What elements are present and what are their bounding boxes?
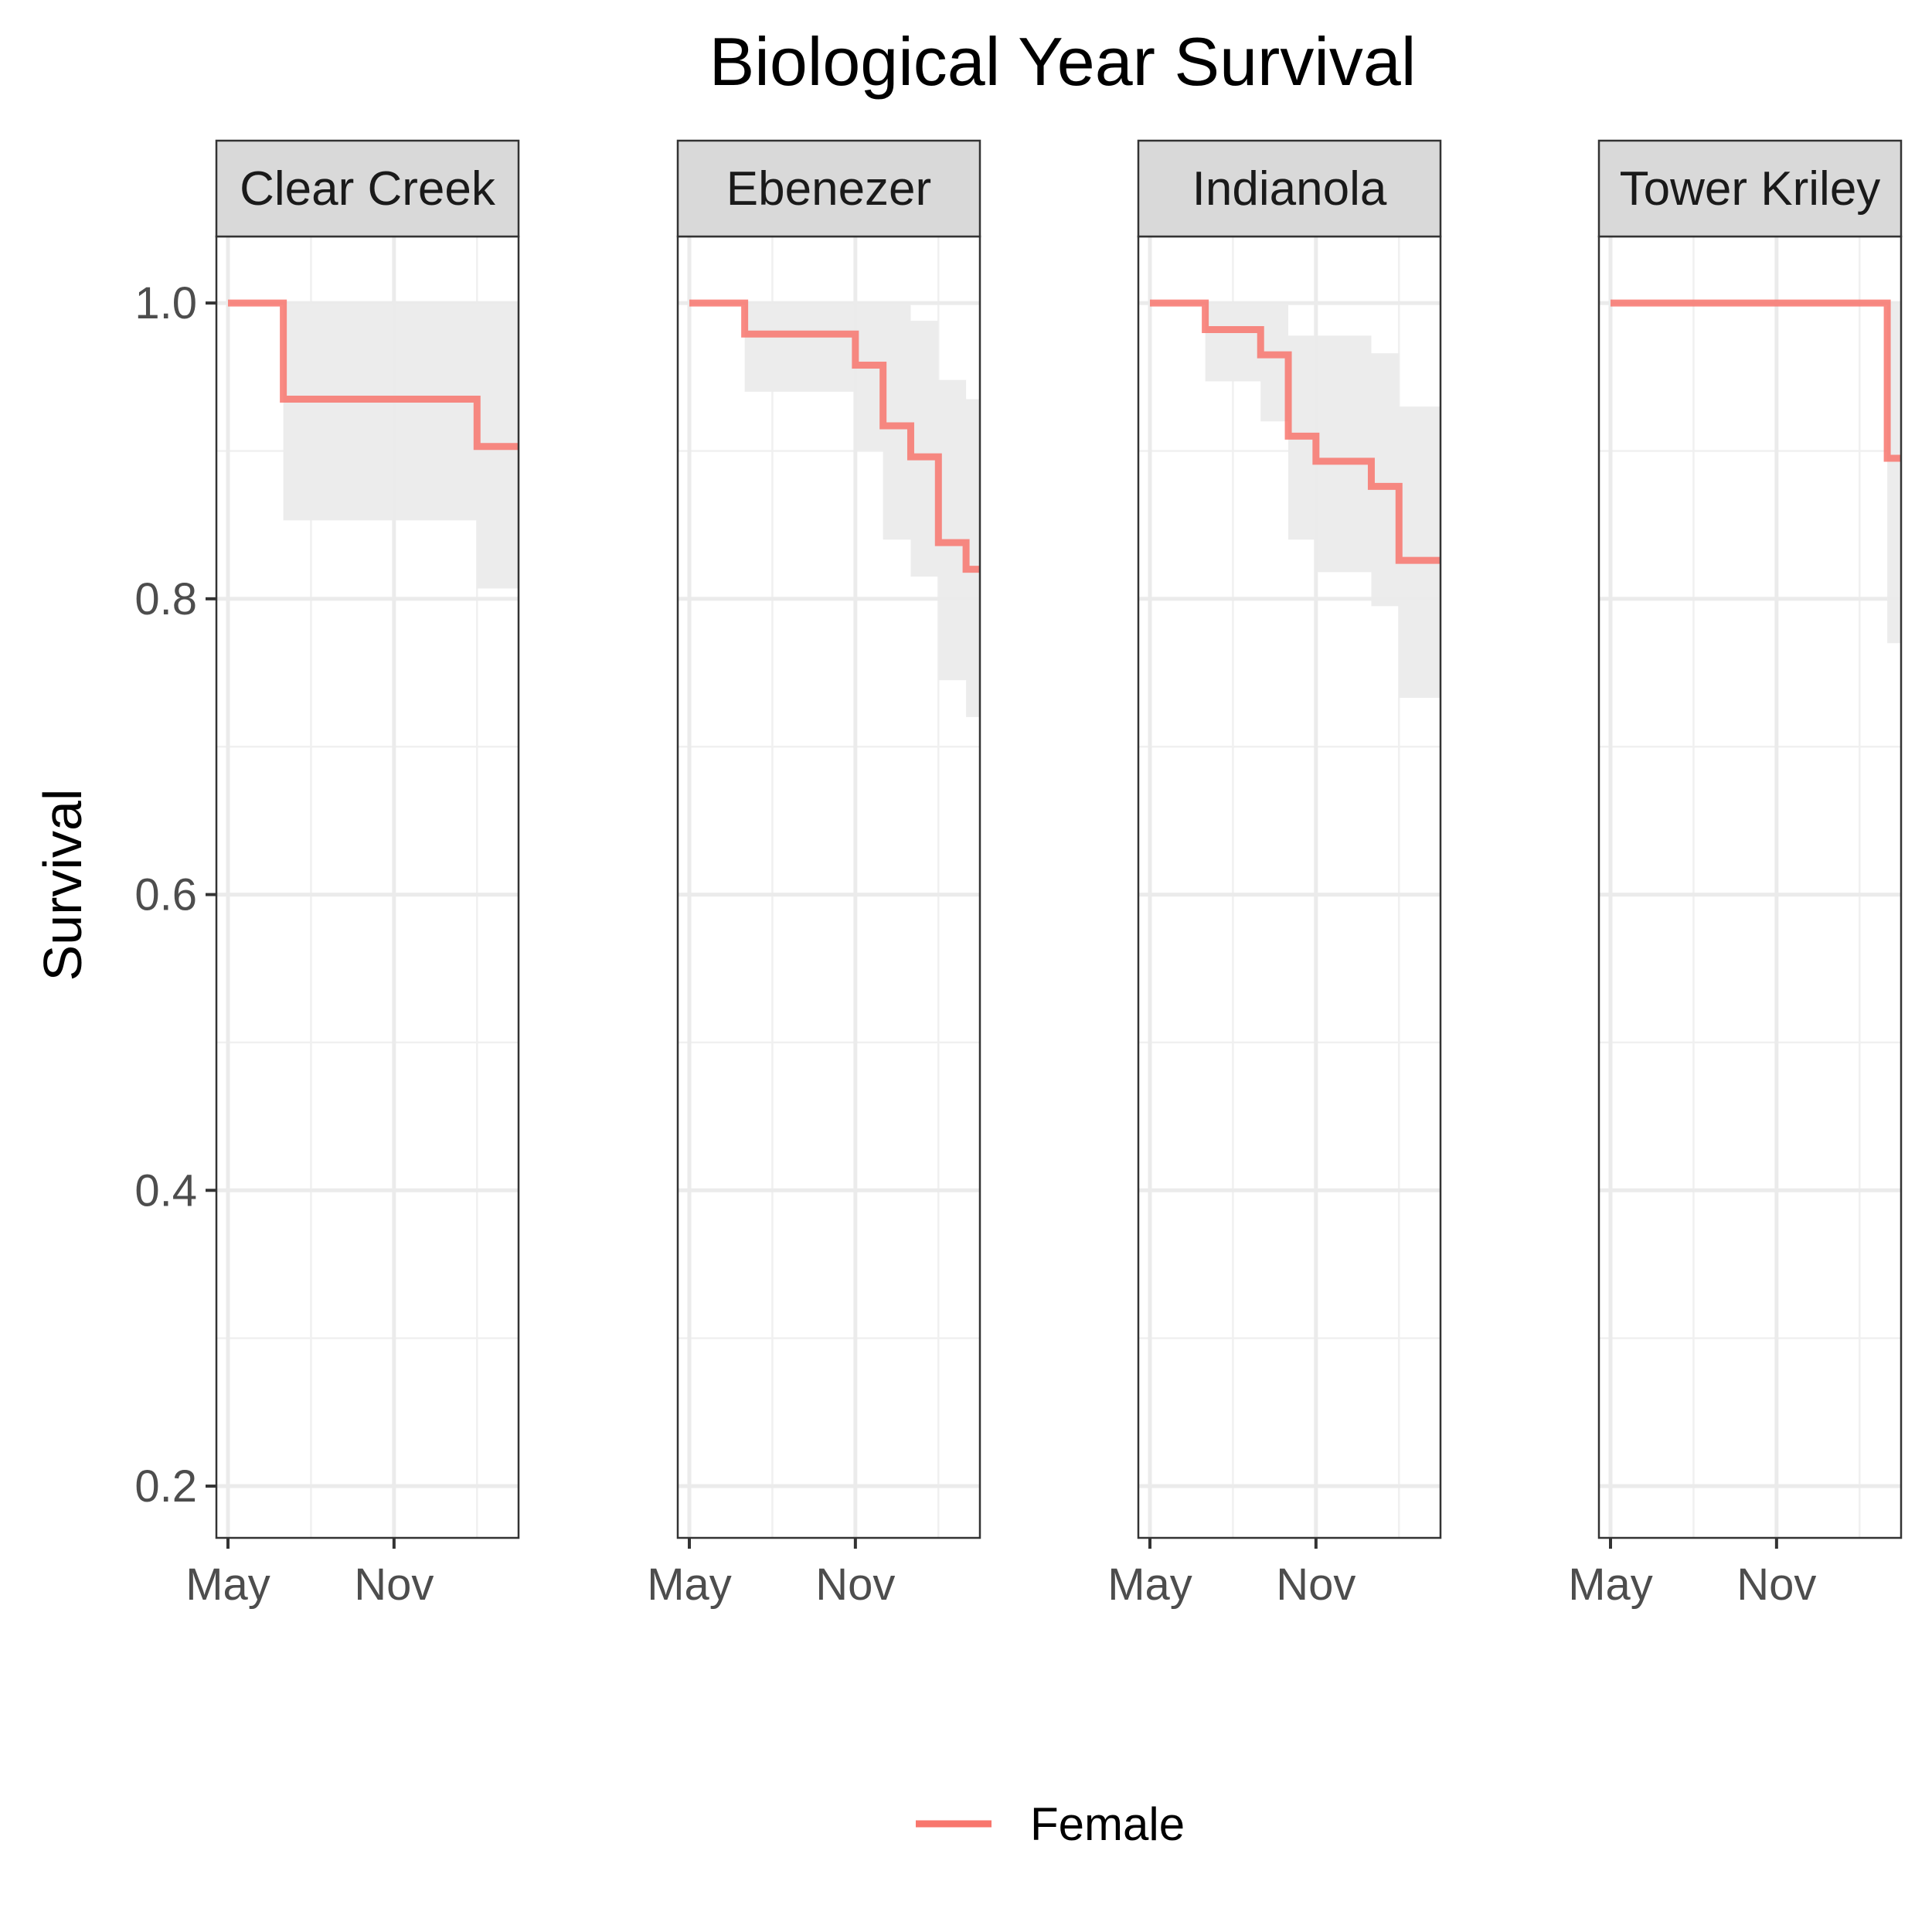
facet-panel: Clear Creek May Nov 0.2 0.4 0.6 0.8 1.0 bbox=[134, 139, 520, 1610]
survival-step-line bbox=[1150, 299, 1440, 564]
facet-panel: Ebenezer May Nov bbox=[647, 139, 981, 1610]
facet-strip-label: Clear Creek bbox=[240, 162, 496, 216]
survival-step-line bbox=[228, 299, 519, 451]
panel-background bbox=[1599, 236, 1901, 1538]
x-tick-label: May bbox=[185, 1560, 270, 1610]
y-tick-label: 0.4 bbox=[134, 1165, 197, 1216]
x-tick-label: Nov bbox=[815, 1560, 895, 1610]
facet-strip bbox=[215, 139, 520, 238]
confidence-ribbon bbox=[689, 303, 980, 717]
confidence-ribbon bbox=[228, 303, 519, 589]
legend-label-female: Female bbox=[1030, 1798, 1185, 1850]
x-tick-label: May bbox=[1568, 1560, 1653, 1610]
confidence-ribbon bbox=[1150, 303, 1440, 699]
survival-step-line bbox=[689, 299, 980, 573]
legend: Female bbox=[916, 1798, 1185, 1850]
facet-strip-label: Indianola bbox=[1192, 162, 1387, 216]
facet-panel: Tower Kriley May Nov bbox=[1568, 139, 1903, 1610]
y-tick-label: 0.8 bbox=[134, 574, 197, 624]
facet-strip-label: Ebenezer bbox=[726, 162, 931, 216]
facet-strip bbox=[676, 139, 981, 238]
chart-title: Biological Year Survival bbox=[709, 23, 1417, 100]
y-axis-title: Survival bbox=[32, 789, 93, 981]
x-tick-label: Nov bbox=[1736, 1560, 1816, 1610]
x-tick-label: May bbox=[1107, 1560, 1192, 1610]
facet-strip-label: Tower Kriley bbox=[1620, 162, 1881, 216]
facet-strip bbox=[1137, 139, 1442, 238]
survival-step-line bbox=[1611, 299, 1901, 462]
x-tick-label: Nov bbox=[354, 1560, 434, 1610]
y-tick-label: 1.0 bbox=[134, 278, 197, 328]
x-tick-label: Nov bbox=[1276, 1560, 1355, 1610]
facet-panels: Clear Creek May Nov 0.2 0.4 0.6 0.8 1.0 Ebenezer… bbox=[134, 139, 1903, 1610]
x-tick-label: May bbox=[647, 1560, 732, 1610]
y-tick-label: 0.2 bbox=[134, 1461, 197, 1512]
facet-strip bbox=[1597, 139, 1903, 238]
facet-panel: Indianola May Nov bbox=[1107, 139, 1442, 1610]
y-tick-label: 0.6 bbox=[134, 870, 197, 920]
